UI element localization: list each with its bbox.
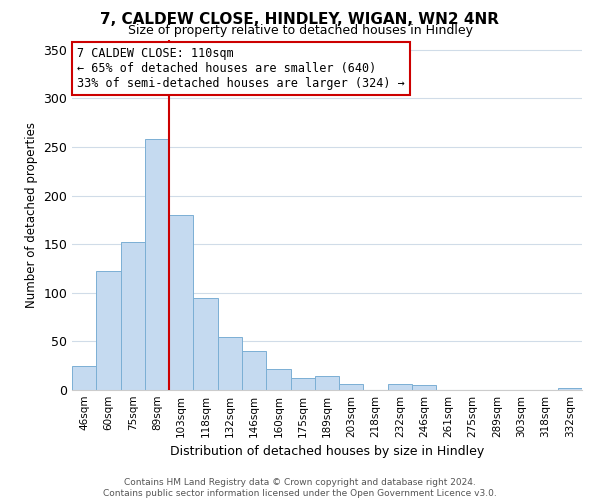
Bar <box>339 384 364 390</box>
Text: 7, CALDEW CLOSE, HINDLEY, WIGAN, WN2 4NR: 7, CALDEW CLOSE, HINDLEY, WIGAN, WN2 4NR <box>101 12 499 28</box>
Bar <box>412 385 436 390</box>
Bar <box>290 378 315 390</box>
Text: Contains HM Land Registry data © Crown copyright and database right 2024.
Contai: Contains HM Land Registry data © Crown c… <box>103 478 497 498</box>
Bar <box>218 336 242 390</box>
Bar <box>193 298 218 390</box>
Bar <box>72 366 96 390</box>
Bar <box>121 242 145 390</box>
Bar <box>242 351 266 390</box>
X-axis label: Distribution of detached houses by size in Hindley: Distribution of detached houses by size … <box>170 446 484 458</box>
Bar <box>558 388 582 390</box>
Bar <box>266 368 290 390</box>
Bar <box>315 376 339 390</box>
Text: 7 CALDEW CLOSE: 110sqm
← 65% of detached houses are smaller (640)
33% of semi-de: 7 CALDEW CLOSE: 110sqm ← 65% of detached… <box>77 47 405 90</box>
Y-axis label: Number of detached properties: Number of detached properties <box>25 122 38 308</box>
Bar <box>96 272 121 390</box>
Text: Size of property relative to detached houses in Hindley: Size of property relative to detached ho… <box>128 24 473 37</box>
Bar <box>169 215 193 390</box>
Bar <box>145 139 169 390</box>
Bar <box>388 384 412 390</box>
